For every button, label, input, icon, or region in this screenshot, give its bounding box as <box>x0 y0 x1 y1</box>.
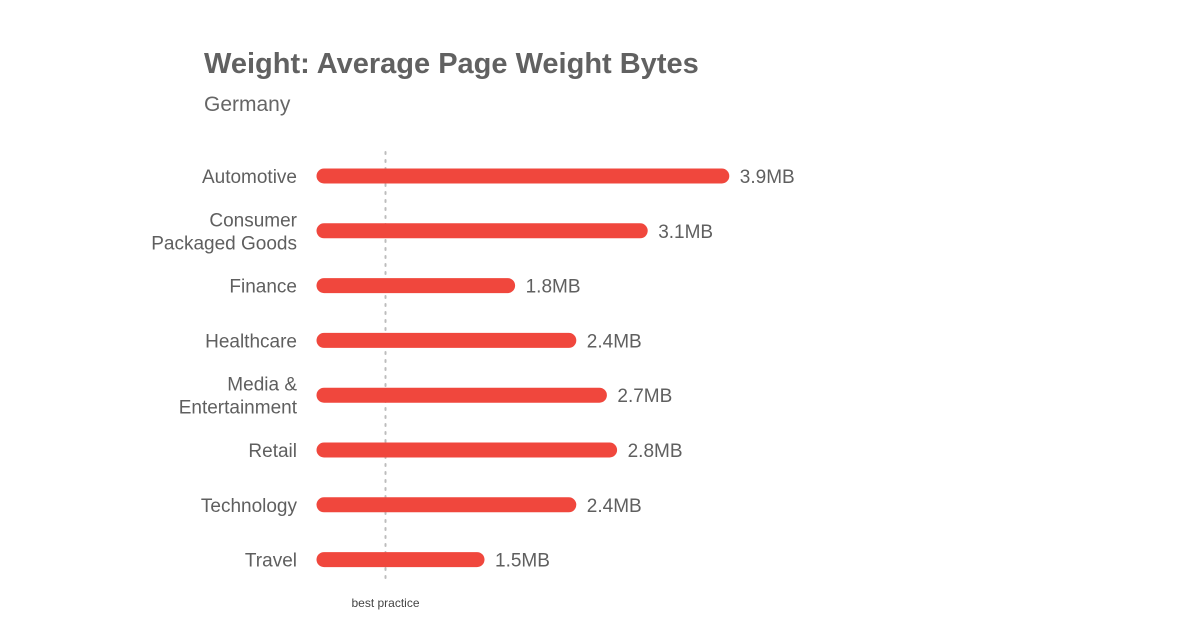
category-label: Retail <box>248 441 297 462</box>
value-labels: 3.9MB 3.1MB 1.8MB 2.4MB 2.7MB 2.8MB 2.4MB 1.5MB <box>495 167 795 572</box>
value-label: 2.7MB <box>617 386 672 407</box>
category-label: Finance <box>229 277 297 298</box>
chart-subtitle: Germany <box>204 93 291 116</box>
category-label: Healthcare <box>205 331 297 352</box>
value-label: 1.8MB <box>526 277 581 298</box>
category-label: Entertainment <box>179 398 298 419</box>
value-label: 1.5MB <box>495 551 550 572</box>
category-label: Consumer <box>209 210 297 231</box>
category-label: Packaged Goods <box>151 233 297 254</box>
value-label: 3.9MB <box>740 167 795 188</box>
category-label: Technology <box>201 496 298 517</box>
bars <box>316 168 730 568</box>
value-label: 2.4MB <box>587 496 642 517</box>
best-practice-label: best practice <box>351 596 419 610</box>
best-practice-reference: best practice <box>351 151 420 610</box>
value-label: 3.1MB <box>658 222 713 243</box>
value-label: 2.4MB <box>587 331 642 352</box>
category-label: Travel <box>245 551 297 572</box>
category-label: Automotive <box>202 167 297 188</box>
category-label: Media & <box>227 375 297 396</box>
chart-title: Weight: Average Page Weight Bytes <box>204 48 699 80</box>
value-label: 2.8MB <box>628 441 683 462</box>
